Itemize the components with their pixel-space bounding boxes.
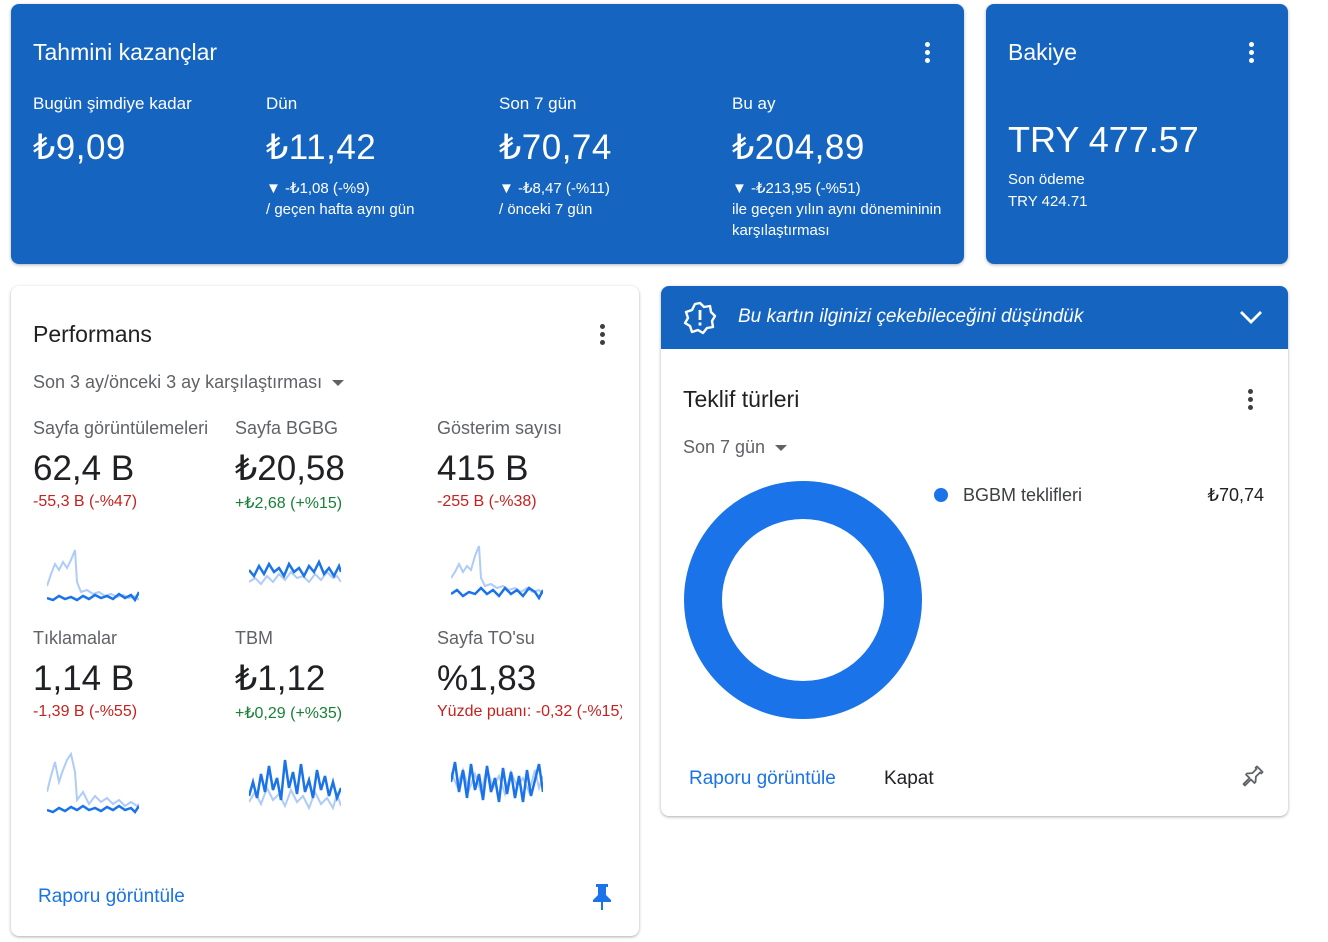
balance-title: Bakiye (1008, 39, 1078, 65)
metric-label: Gösterim sayısı (437, 418, 563, 438)
metric-value: %1,83 (437, 659, 537, 698)
sparkline-clicks (47, 752, 139, 814)
performance-range-label: Son 3 ay/önceki 3 ay karşılaştırması (33, 372, 323, 392)
metric-value: 415 B (437, 449, 529, 488)
earnings-this-month: Bu ay ₺204,89 ▼ -₺213,95 (-%51) ile geçe… (732, 94, 947, 241)
donut-chart (684, 481, 922, 719)
metric-delta: -255 B (-%38) (437, 493, 537, 510)
earnings-yesterday-comparison: / geçen hafta aynı gün (266, 201, 415, 218)
sparkline-impressions (451, 545, 543, 601)
metric-delta: Yüzde puanı: -0,32 (-%15) (437, 703, 622, 720)
pin-icon[interactable] (591, 883, 613, 911)
earnings-last-7-days: Son 7 gün ₺70,74 ▼ -₺8,47 (-%11) / öncek… (499, 94, 729, 220)
caret-down-icon (332, 379, 345, 386)
earnings-this-month-comparison: ile geçen yılın aynı dönemininin karşıla… (732, 201, 942, 239)
metric-label: Sayfa görüntülemeleri (33, 418, 209, 438)
metric-page-ctr[interactable]: Sayfa TO'su %1,83 Yüzde puanı: -0,32 (-%… (437, 628, 622, 803)
balance-menu-icon[interactable] (1239, 40, 1263, 64)
balance-card: Bakiye TRY 477.57 Son ödeme TRY 424.71 (986, 4, 1288, 264)
earnings-yesterday-delta: ▼ -₺1,08 (-%9) (266, 180, 370, 197)
offer-types-title: Teklif türleri (683, 386, 800, 412)
sparkline-page-rpm (249, 558, 341, 586)
metric-value: 1,14 B (33, 659, 135, 698)
offer-types-card: Bu kartın ilginizi çekebileceğini düşünd… (661, 286, 1288, 816)
metric-value: ₺1,12 (235, 659, 326, 698)
earnings-last-7-days-comparison: / önceki 7 gün (499, 201, 593, 218)
metric-delta: +₺2,68 (+%15) (235, 495, 343, 512)
caret-down-icon (775, 444, 788, 451)
metric-label: Sayfa BGBG (235, 418, 339, 438)
earnings-today-label: Bugün şimdiye kadar (33, 94, 192, 113)
chevron-down-icon[interactable] (1239, 308, 1263, 326)
offer-range-label: Son 7 gün (683, 437, 766, 457)
metric-label: Sayfa TO'su (437, 628, 535, 648)
performance-view-report-link[interactable]: Raporu görüntüle (38, 886, 185, 907)
legend-value-bgbm: ₺70,74 (1207, 485, 1265, 505)
earnings-last-7-days-delta: ▼ -₺8,47 (-%11) (499, 180, 610, 197)
earnings-last-7-days-label: Son 7 gün (499, 94, 577, 113)
donut-segment-bgbm (684, 481, 922, 719)
offer-range-dropdown[interactable]: Son 7 gün (683, 437, 788, 458)
metric-impressions[interactable]: Gösterim sayısı 415 B -255 B (-%38) (437, 418, 622, 601)
balance-amount: TRY 477.57 (1008, 119, 1199, 160)
metric-page-rpm[interactable]: Sayfa BGBG ₺20,58 +₺2,68 (+%15) (235, 418, 420, 586)
metric-value: ₺20,58 (235, 449, 345, 488)
legend-label-bgbm: BGBM teklifleri (963, 485, 1083, 505)
earnings-title: Tahmini kazançlar (33, 39, 218, 65)
metric-value: 62,4 B (33, 449, 135, 488)
earnings-this-month-value: ₺204,89 (732, 128, 865, 167)
offer-types-menu-icon[interactable] (1238, 387, 1262, 411)
earnings-yesterday-value: ₺11,42 (266, 128, 377, 167)
metric-label: TBM (235, 628, 273, 648)
earnings-this-month-delta: ▼ -₺213,95 (-%51) (732, 180, 861, 197)
sparkline-cpc (249, 759, 341, 811)
earnings-today-value: ₺9,09 (33, 128, 126, 167)
metric-delta: -1,39 B (-%55) (33, 703, 138, 720)
estimated-earnings-card: Tahmini kazançlar Bugün şimdiye kadar ₺9… (11, 4, 964, 264)
metric-page-views[interactable]: Sayfa görüntülemeleri 62,4 B -55,3 B (-%… (33, 418, 218, 603)
sparkline-page-views (47, 549, 139, 603)
performance-menu-icon[interactable] (590, 322, 614, 346)
sparkline-page-ctr (451, 761, 543, 803)
last-payment-value: TRY 424.71 (1008, 193, 1088, 210)
suggestion-banner[interactable]: Bu kartın ilginizi çekebileceğini düşünd… (661, 286, 1288, 349)
performance-card: Performans Son 3 ay/önceki 3 ay karşılaş… (11, 286, 639, 936)
metric-cpc[interactable]: TBM ₺1,12 +₺0,29 (+%35) (235, 628, 420, 811)
offer-view-report-link[interactable]: Raporu görüntüle (689, 768, 836, 789)
pin-icon[interactable] (1239, 764, 1265, 790)
earnings-this-month-label: Bu ay (732, 94, 776, 113)
performance-title: Performans (33, 321, 152, 347)
earnings-menu-icon[interactable] (915, 40, 939, 64)
earnings-yesterday-label: Dün (266, 94, 298, 113)
metric-clicks[interactable]: Tıklamalar 1,14 B -1,39 B (-%55) (33, 628, 218, 814)
lightbulb-icon (683, 301, 717, 335)
legend-dot-bgbm (934, 488, 948, 502)
earnings-yesterday: Dün ₺11,42 ▼ -₺1,08 (-%9) / geçen hafta … (266, 94, 496, 220)
dismiss-button[interactable]: Kapat (884, 768, 934, 789)
earnings-last-7-days-value: ₺70,74 (499, 128, 612, 167)
performance-range-dropdown[interactable]: Son 3 ay/önceki 3 ay karşılaştırması (33, 372, 345, 393)
metric-delta: +₺0,29 (+%35) (235, 705, 343, 722)
earnings-today: Bugün şimdiye kadar ₺9,09 (33, 94, 263, 168)
metric-label: Tıklamalar (33, 628, 118, 648)
metric-delta: -55,3 B (-%47) (33, 493, 138, 510)
last-payment-label: Son ödeme (1008, 171, 1085, 188)
suggestion-banner-text: Bu kartın ilginizi çekebileceğini düşünd… (738, 306, 1084, 327)
